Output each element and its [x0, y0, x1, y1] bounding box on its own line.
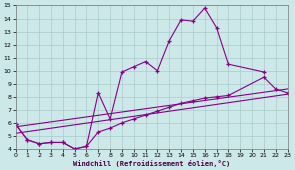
- X-axis label: Windchill (Refroidissement éolien,°C): Windchill (Refroidissement éolien,°C): [73, 159, 230, 167]
